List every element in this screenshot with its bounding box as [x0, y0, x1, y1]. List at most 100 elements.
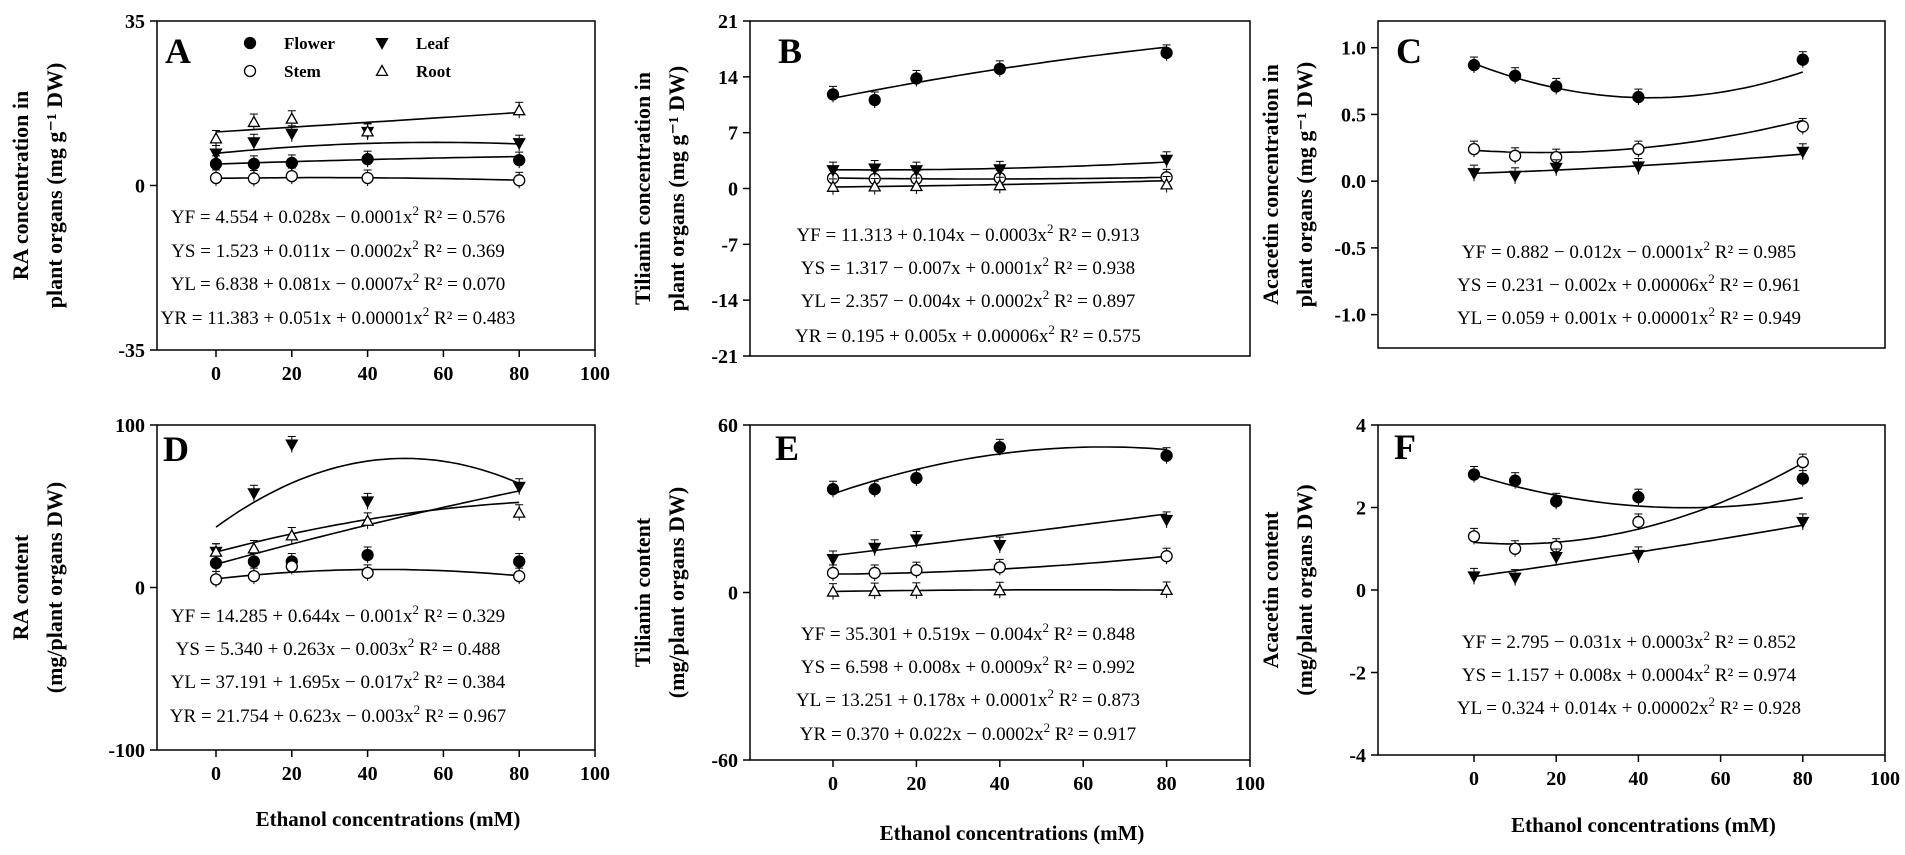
marker-leaf: [868, 542, 882, 555]
equation-text: YS = 1.523 + 0.011x − 0.0002x: [171, 241, 412, 262]
marker-root: [209, 131, 223, 144]
y-tick-label: 14: [718, 67, 738, 89]
x-tick-label: 20: [1546, 768, 1566, 790]
y-tick-label: 7: [728, 123, 738, 145]
equation-text: YS = 0.231 − 0.002x + 0.00006x: [1457, 275, 1709, 296]
marker-flower: [361, 153, 374, 166]
marker-flower: [1632, 491, 1645, 504]
equation-exponent: 2: [408, 635, 415, 650]
y-tick-label: -21: [711, 346, 738, 368]
marker-flower: [1632, 90, 1645, 104]
marker-stem: [513, 174, 526, 187]
marker-leaf: [247, 137, 261, 150]
x-tick-label: 40: [990, 773, 1010, 795]
marker-flower: [1550, 495, 1563, 508]
y-axis-label: RA content: [8, 534, 33, 640]
marker-leaf: [1508, 572, 1522, 585]
equation-text: YF = 0.882 − 0.012x − 0.0001x: [1462, 242, 1704, 263]
x-tick-label: 100: [1870, 768, 1900, 790]
marker-root: [285, 528, 299, 541]
marker-stem: [1632, 515, 1645, 529]
y-tick-label: -14: [711, 290, 738, 312]
marker-stem: [993, 561, 1006, 574]
x-axis-label: Ethanol concentrations (mM): [256, 807, 521, 831]
marker-leaf: [909, 165, 924, 177]
regression-equation: YL = 0.324 + 0.014x + 0.00002x2 R² = 0.9…: [1457, 694, 1801, 719]
equation-text: YL = 2.357 − 0.004x + 0.0002x: [801, 291, 1044, 312]
marker-flower: [513, 153, 526, 167]
marker-root: [909, 583, 924, 596]
marker-flower: [1550, 80, 1563, 93]
marker-leaf: [1631, 161, 1646, 174]
panel-d: 100 0 -100 0 20 40 60 80 100 Ethanol concentratio…: [8, 415, 610, 831]
equation-exponent: 2: [1708, 304, 1715, 319]
x-tick-label: 80: [509, 363, 529, 385]
regression-equation: YS = 1.157 + 0.008x + 0.0004x2 R² = 0.97…: [1462, 661, 1797, 686]
equation-exponent: 2: [413, 270, 420, 285]
equation-text: YR = 11.383 + 0.051x + 0.00001x: [161, 308, 424, 329]
equation-exponent: 2: [412, 237, 419, 252]
plot-frame: [156, 424, 596, 751]
equation-r2: R² = 0.329: [419, 606, 505, 627]
equation-r2: R² = 0.852: [1710, 632, 1796, 653]
y-tick-label: 35: [125, 11, 145, 33]
equation-exponent: 2: [423, 304, 430, 319]
regression-equation: YF = 2.795 − 0.031x + 0.0003x2 R² = 0.85…: [1462, 628, 1796, 653]
x-tick-label: 60: [1711, 768, 1731, 790]
marker-root: [826, 180, 840, 192]
marker-leaf: [1467, 168, 1481, 180]
marker-stem: [1467, 142, 1481, 156]
fit-line-flower: [1473, 473, 1803, 509]
legend-label-stem: Stem: [284, 62, 321, 81]
x-tick-label: 60: [433, 763, 453, 785]
marker-stem: [361, 171, 374, 185]
plot-frame: [1377, 20, 1886, 349]
y-axis-label: Acacetin content: [1258, 511, 1283, 669]
equation-text: YF = 2.795 − 0.031x + 0.0003x: [1462, 632, 1704, 653]
x-tick-label: 0: [1469, 768, 1479, 790]
panel-b: 21 14 7 0 -7 -14 -21 Tilianin concentration in p…: [630, 11, 1251, 368]
equation-r2: R² = 0.949: [1715, 308, 1801, 329]
x-tick-label: 0: [211, 763, 221, 785]
equation-r2: R² = 0.575: [1055, 326, 1141, 347]
marker-leaf: [1796, 146, 1810, 159]
regression-equation: YL = 0.059 + 0.001x + 0.00001x2 R² = 0.9…: [1457, 304, 1801, 329]
y-tick-label: 100: [115, 415, 145, 437]
marker-stem: [1632, 142, 1645, 156]
y-tick-label: 2: [1356, 498, 1366, 520]
marker-leaf: [993, 164, 1007, 177]
marker-flower: [1467, 58, 1481, 72]
equation-text: YL = 6.838 + 0.081x − 0.0007x: [171, 274, 414, 295]
x-tick-label: 100: [1235, 773, 1265, 795]
y-axis-label: Acacetin concentration in: [1258, 64, 1283, 305]
marker-flower: [247, 555, 261, 568]
marker-flower: [1508, 474, 1522, 487]
fit-line-root: [215, 111, 520, 133]
y-axis-label: (mg/plant organs DW): [664, 487, 689, 698]
y-tick-label: 0: [135, 578, 145, 600]
y-tick-label: -0.5: [1334, 238, 1366, 260]
equation-exponent: 2: [1704, 661, 1711, 676]
equation-r2: R² = 0.384: [419, 672, 506, 693]
y-tick-label: 0: [728, 583, 738, 605]
marker-leaf: [512, 481, 526, 494]
x-tick-label: 40: [358, 763, 378, 785]
y-tick-label: 0.0: [1341, 171, 1366, 193]
marker-root: [868, 179, 882, 192]
equation-exponent: 2: [1047, 686, 1054, 701]
x-tick-label: 60: [433, 363, 453, 385]
equation-text: YL = 37.191 + 1.695x − 0.017x: [171, 672, 414, 693]
marker-leaf: [1549, 162, 1563, 175]
marker-root: [909, 179, 924, 192]
y-axis-label: (mg/plant organs DW): [1292, 484, 1317, 695]
equation-exponent: 2: [1044, 720, 1051, 735]
x-tick-label: 100: [580, 363, 610, 385]
marker-flower: [1796, 472, 1809, 485]
panel-label: A: [165, 31, 191, 71]
equation-exponent: 2: [1708, 694, 1715, 709]
x-tick-label: 20: [906, 773, 926, 795]
x-tick-label: 80: [509, 763, 529, 785]
marker-stem: [1508, 149, 1522, 162]
legend-label-root: Root: [416, 62, 451, 81]
marker-leaf: [285, 128, 299, 141]
